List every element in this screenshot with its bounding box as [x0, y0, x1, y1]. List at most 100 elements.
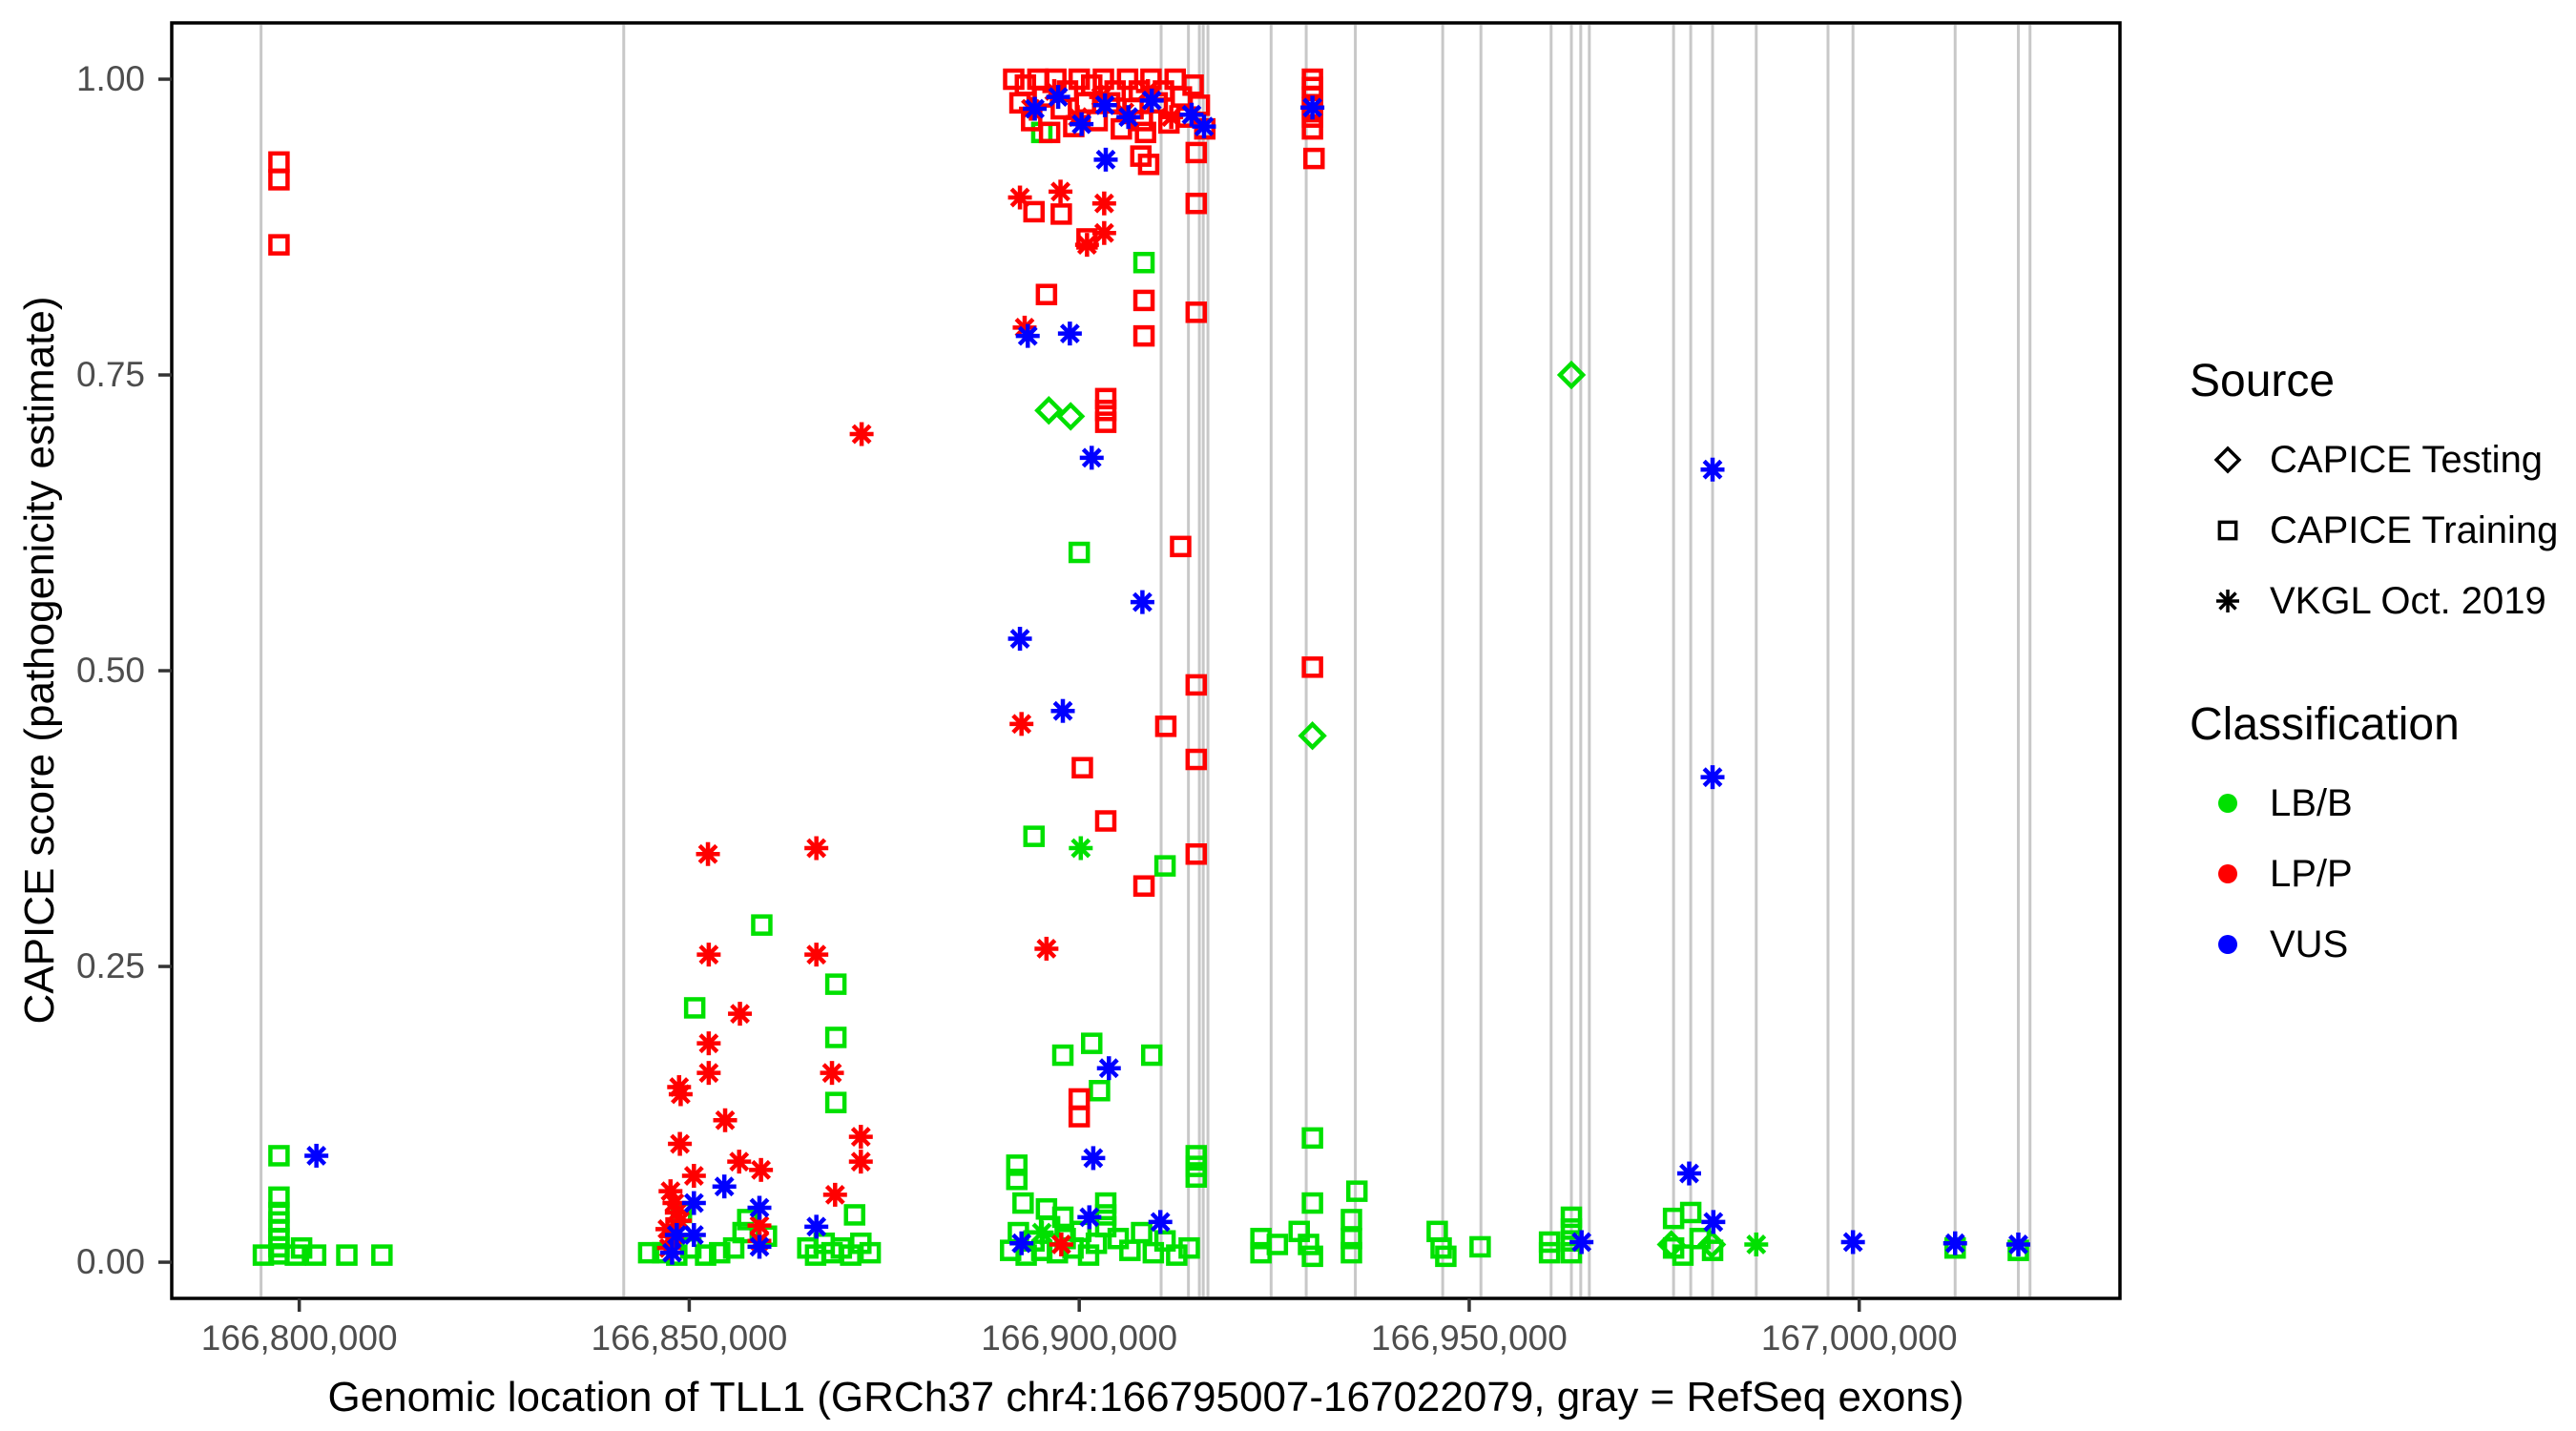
training-lbb-point	[843, 1204, 865, 1226]
x-tick-label: 166,800,000	[200, 1318, 398, 1358]
training-lbb-point	[1672, 1244, 1694, 1266]
training-lpp-point	[1094, 387, 1117, 410]
vkgl-lpp-point	[696, 841, 720, 866]
vkgl-lpp-point	[804, 836, 829, 861]
training-lbb-point	[1006, 1154, 1028, 1176]
vkgl-lpp-point	[681, 1164, 706, 1189]
vkgl-vus-point	[1093, 147, 1118, 172]
vkgl-lpp-point	[849, 422, 874, 446]
vkgl-vus-point	[1130, 590, 1154, 614]
vkgl-vus-point	[712, 1174, 737, 1199]
legend-source-item: VKGL Oct. 2019	[2190, 566, 2562, 636]
training-lbb-point	[1107, 1228, 1130, 1250]
training-lbb-point	[268, 1145, 290, 1167]
vkgl-lpp-point	[1074, 233, 1099, 258]
vkgl-vus-point	[1009, 1231, 1034, 1255]
series-vkgl-vus	[304, 85, 2030, 1265]
training-lpp-point	[1301, 656, 1323, 678]
vkgl-lpp-point	[1091, 191, 1116, 216]
training-lbb-point	[824, 1091, 847, 1113]
legend-classification-title: Classification	[2190, 699, 2460, 750]
training-lbb-point	[1435, 1245, 1457, 1268]
vkgl-vus-point	[1701, 1210, 1726, 1234]
vkgl-lpp-point	[696, 1031, 721, 1056]
training-lpp-point	[1185, 192, 1208, 215]
x-tick-label: 166,950,000	[1371, 1318, 1568, 1358]
vkgl-lpp-point	[804, 943, 829, 967]
training-lpp-point	[1137, 154, 1160, 176]
training-lpp-point	[1132, 324, 1155, 347]
vkgl-vus-point	[664, 1223, 689, 1248]
vkgl-vus-point	[1116, 105, 1141, 130]
training-lbb-point	[1340, 1209, 1362, 1231]
y-axis-title: CAPICE score (pathogenicity estimate)	[16, 296, 63, 1025]
plot-panel-border	[170, 21, 2122, 1300]
vkgl-lpp-point	[1159, 105, 1184, 130]
legend-source-item-label: CAPICE Testing	[2270, 438, 2544, 481]
vkgl-vus-point	[1046, 85, 1070, 110]
vkgl-vus-point	[659, 1240, 684, 1265]
training-lbb-point	[1012, 1192, 1034, 1214]
training-lbb-point	[1679, 1201, 1702, 1224]
vkgl-vus-point	[1050, 698, 1075, 723]
vkgl-vus-point	[1148, 1210, 1173, 1234]
training-lbb-point	[1298, 1234, 1319, 1255]
legend-glyph-shape	[2218, 935, 2237, 954]
vkgl-lpp-point	[1091, 220, 1116, 245]
vkgl-lpp-point	[728, 1002, 753, 1027]
training-lbb-point	[1178, 1236, 1200, 1259]
training-lbb-point	[695, 1244, 717, 1266]
y-tick-label: 1.00	[75, 59, 145, 99]
source-asterisk-icon	[2216, 590, 2239, 612]
training-lbb-point	[1094, 1192, 1117, 1214]
data-points	[252, 68, 2030, 1268]
training-lpp-point	[1154, 716, 1177, 737]
training-lbb-point	[1038, 1215, 1061, 1238]
y-tick-label: 0.25	[75, 946, 145, 986]
testing-lbb-point	[1298, 721, 1327, 751]
vkgl-lpp-point	[713, 1108, 737, 1132]
training-lpp-point	[268, 234, 290, 256]
legend-source: Source CAPICE Testing CAPICE Training VKGL…	[2190, 355, 2562, 636]
training-lbb-point	[1560, 1206, 1583, 1229]
series-training-lbb	[252, 121, 2029, 1268]
vkgl-vus-point	[1840, 1230, 1865, 1255]
training-lpp-point	[1132, 289, 1155, 312]
vkgl-vus-point	[1077, 1205, 1102, 1230]
vkgl-lpp-point	[668, 1082, 693, 1107]
training-lbb-point	[824, 1027, 847, 1048]
training-lpp-point	[1185, 141, 1208, 164]
vkgl-lpp-point	[1049, 1232, 1073, 1256]
training-lpp-point	[1094, 399, 1117, 422]
series-training-lpp	[268, 68, 1325, 1128]
vkgl-lpp-point	[668, 1131, 693, 1156]
vkgl-lpp-point	[1008, 185, 1032, 210]
classification-dot-icon	[2218, 935, 2237, 954]
training-lbb-point	[637, 1241, 660, 1264]
training-lpp-point	[1185, 301, 1208, 323]
training-lpp-point	[1164, 68, 1186, 91]
testing-lbb-point	[1556, 360, 1587, 390]
vkgl-vus-point	[1192, 114, 1216, 139]
vkgl-lpp-point	[822, 1182, 847, 1207]
legend-classification-item-label: LP/P	[2270, 852, 2353, 895]
vkgl-vus-point	[1700, 765, 1725, 790]
vkgl-vus-point	[1092, 93, 1117, 117]
vkgl-vus-point	[2005, 1232, 2030, 1256]
vkgl-vus-point	[747, 1234, 772, 1259]
legend-classification-item-label: VUS	[2270, 923, 2349, 965]
legend-glyph-shape	[2213, 446, 2242, 474]
training-lpp-point	[1023, 200, 1046, 223]
training-lpp-point	[1094, 411, 1117, 433]
training-lbb-point	[1560, 1218, 1583, 1240]
training-lbb-point	[824, 973, 847, 995]
vkgl-lbb-point	[1744, 1232, 1769, 1256]
training-lbb-point	[751, 914, 773, 936]
x-axis-title: Genomic location of TLL1 (GRCh37 chr4:16…	[327, 1374, 1964, 1421]
vkgl-vus-point	[1081, 1146, 1106, 1171]
vkgl-lpp-point	[848, 1150, 873, 1174]
vkgl-lpp-point	[848, 1125, 873, 1150]
legend-classification-item: LP/P	[2190, 839, 2562, 909]
